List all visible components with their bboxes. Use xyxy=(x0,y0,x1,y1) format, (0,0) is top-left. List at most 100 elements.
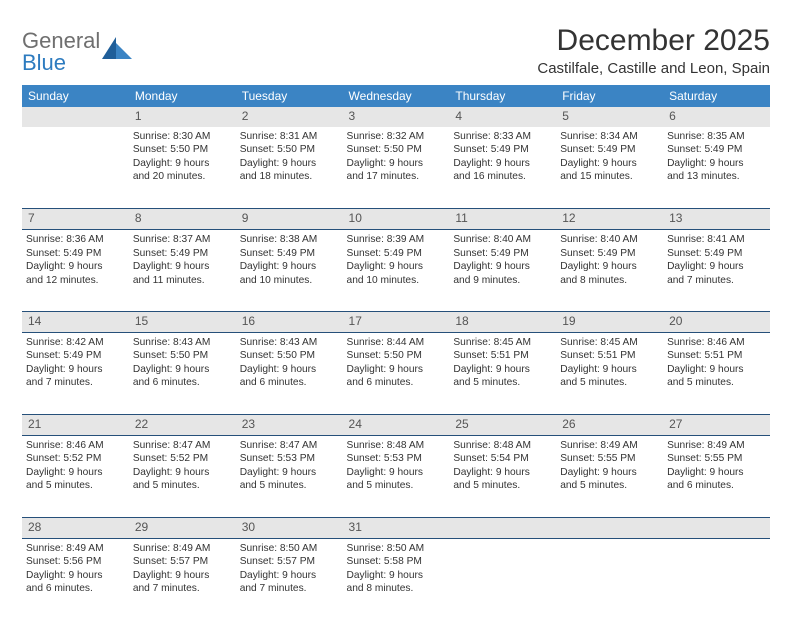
day-number: 27 xyxy=(663,414,770,435)
sunset-text: Sunset: 5:57 PM xyxy=(240,555,339,568)
sunrise-text: Sunrise: 8:44 AM xyxy=(347,336,446,349)
sunset-text: Sunset: 5:49 PM xyxy=(560,247,659,260)
sunset-text: Sunset: 5:55 PM xyxy=(667,452,766,465)
dow-saturday: Saturday xyxy=(663,85,770,107)
day-cell: Sunrise: 8:37 AMSunset: 5:49 PMDaylight:… xyxy=(129,230,236,312)
sunrise-text: Sunrise: 8:30 AM xyxy=(133,130,232,143)
week-row: Sunrise: 8:46 AMSunset: 5:52 PMDaylight:… xyxy=(22,435,770,517)
sunset-text: Sunset: 5:50 PM xyxy=(240,349,339,362)
logo-mark-icon xyxy=(102,37,136,68)
sunrise-text: Sunrise: 8:47 AM xyxy=(240,439,339,452)
dow-friday: Friday xyxy=(556,85,663,107)
dow-wednesday: Wednesday xyxy=(343,85,450,107)
day-number-row: 78910111213 xyxy=(22,209,770,230)
sunrise-text: Sunrise: 8:36 AM xyxy=(26,233,125,246)
title-block: December 2025 Castilfale, Castille and L… xyxy=(537,24,770,77)
dl1-text: Daylight: 9 hours xyxy=(133,569,232,582)
sunset-text: Sunset: 5:49 PM xyxy=(240,247,339,260)
week-row: Sunrise: 8:30 AMSunset: 5:50 PMDaylight:… xyxy=(22,127,770,209)
day-cell: Sunrise: 8:34 AMSunset: 5:49 PMDaylight:… xyxy=(556,127,663,209)
sunrise-text: Sunrise: 8:39 AM xyxy=(347,233,446,246)
sunrise-text: Sunrise: 8:50 AM xyxy=(240,542,339,555)
sunset-text: Sunset: 5:55 PM xyxy=(560,452,659,465)
sunset-text: Sunset: 5:49 PM xyxy=(453,247,552,260)
dl1-text: Daylight: 9 hours xyxy=(26,569,125,582)
dl1-text: Daylight: 9 hours xyxy=(347,466,446,479)
dl1-text: Daylight: 9 hours xyxy=(133,363,232,376)
sunrise-text: Sunrise: 8:42 AM xyxy=(26,336,125,349)
day-cell xyxy=(663,538,770,620)
sunrise-text: Sunrise: 8:34 AM xyxy=(560,130,659,143)
sunset-text: Sunset: 5:49 PM xyxy=(667,247,766,260)
day-cell: Sunrise: 8:49 AMSunset: 5:55 PMDaylight:… xyxy=(663,435,770,517)
month-title: December 2025 xyxy=(537,24,770,58)
sunrise-text: Sunrise: 8:48 AM xyxy=(347,439,446,452)
dl1-text: Daylight: 9 hours xyxy=(26,260,125,273)
day-cell xyxy=(449,538,556,620)
header: General Blue December 2025 Castilfale, C… xyxy=(22,24,770,77)
day-cell: Sunrise: 8:47 AMSunset: 5:52 PMDaylight:… xyxy=(129,435,236,517)
day-number: 16 xyxy=(236,312,343,333)
day-number: 31 xyxy=(343,517,450,538)
day-cell: Sunrise: 8:46 AMSunset: 5:52 PMDaylight:… xyxy=(22,435,129,517)
sunrise-text: Sunrise: 8:49 AM xyxy=(26,542,125,555)
dl1-text: Daylight: 9 hours xyxy=(133,466,232,479)
dow-tuesday: Tuesday xyxy=(236,85,343,107)
day-cell: Sunrise: 8:46 AMSunset: 5:51 PMDaylight:… xyxy=(663,332,770,414)
sunset-text: Sunset: 5:49 PM xyxy=(560,143,659,156)
sunset-text: Sunset: 5:50 PM xyxy=(347,349,446,362)
dl2-text: and 9 minutes. xyxy=(453,274,552,287)
day-number: 9 xyxy=(236,209,343,230)
dl1-text: Daylight: 9 hours xyxy=(560,363,659,376)
dl1-text: Daylight: 9 hours xyxy=(453,260,552,273)
dl1-text: Daylight: 9 hours xyxy=(133,157,232,170)
sunset-text: Sunset: 5:52 PM xyxy=(133,452,232,465)
sunset-text: Sunset: 5:53 PM xyxy=(347,452,446,465)
dl1-text: Daylight: 9 hours xyxy=(26,466,125,479)
sunrise-text: Sunrise: 8:35 AM xyxy=(667,130,766,143)
day-number: 11 xyxy=(449,209,556,230)
day-number: 14 xyxy=(22,312,129,333)
day-cell: Sunrise: 8:38 AMSunset: 5:49 PMDaylight:… xyxy=(236,230,343,312)
sunset-text: Sunset: 5:49 PM xyxy=(133,247,232,260)
dl2-text: and 5 minutes. xyxy=(240,479,339,492)
day-number: 7 xyxy=(22,209,129,230)
sunrise-text: Sunrise: 8:33 AM xyxy=(453,130,552,143)
day-number xyxy=(663,517,770,538)
week-row: Sunrise: 8:42 AMSunset: 5:49 PMDaylight:… xyxy=(22,332,770,414)
dl2-text: and 5 minutes. xyxy=(133,479,232,492)
sunrise-text: Sunrise: 8:48 AM xyxy=(453,439,552,452)
sunset-text: Sunset: 5:56 PM xyxy=(26,555,125,568)
sunrise-text: Sunrise: 8:49 AM xyxy=(133,542,232,555)
day-header-row: Sunday Monday Tuesday Wednesday Thursday… xyxy=(22,85,770,107)
day-number: 5 xyxy=(556,107,663,127)
week-row: Sunrise: 8:36 AMSunset: 5:49 PMDaylight:… xyxy=(22,230,770,312)
day-cell: Sunrise: 8:39 AMSunset: 5:49 PMDaylight:… xyxy=(343,230,450,312)
dl2-text: and 5 minutes. xyxy=(560,376,659,389)
day-number: 22 xyxy=(129,414,236,435)
dl2-text: and 17 minutes. xyxy=(347,170,446,183)
day-cell: Sunrise: 8:45 AMSunset: 5:51 PMDaylight:… xyxy=(449,332,556,414)
location-text: Castilfale, Castille and Leon, Spain xyxy=(537,60,770,77)
dl1-text: Daylight: 9 hours xyxy=(240,569,339,582)
dl2-text: and 15 minutes. xyxy=(560,170,659,183)
dl2-text: and 5 minutes. xyxy=(667,376,766,389)
logo: General Blue xyxy=(22,30,136,74)
dl1-text: Daylight: 9 hours xyxy=(133,260,232,273)
day-number-row: 28293031 xyxy=(22,517,770,538)
dl2-text: and 10 minutes. xyxy=(347,274,446,287)
day-number xyxy=(22,107,129,127)
dl1-text: Daylight: 9 hours xyxy=(453,157,552,170)
dl2-text: and 6 minutes. xyxy=(240,376,339,389)
sunrise-text: Sunrise: 8:43 AM xyxy=(133,336,232,349)
day-cell: Sunrise: 8:47 AMSunset: 5:53 PMDaylight:… xyxy=(236,435,343,517)
dl2-text: and 16 minutes. xyxy=(453,170,552,183)
dl2-text: and 6 minutes. xyxy=(26,582,125,595)
dl2-text: and 10 minutes. xyxy=(240,274,339,287)
sunrise-text: Sunrise: 8:41 AM xyxy=(667,233,766,246)
day-number: 13 xyxy=(663,209,770,230)
dl2-text: and 20 minutes. xyxy=(133,170,232,183)
dl2-text: and 6 minutes. xyxy=(133,376,232,389)
day-cell: Sunrise: 8:50 AMSunset: 5:57 PMDaylight:… xyxy=(236,538,343,620)
day-number: 24 xyxy=(343,414,450,435)
